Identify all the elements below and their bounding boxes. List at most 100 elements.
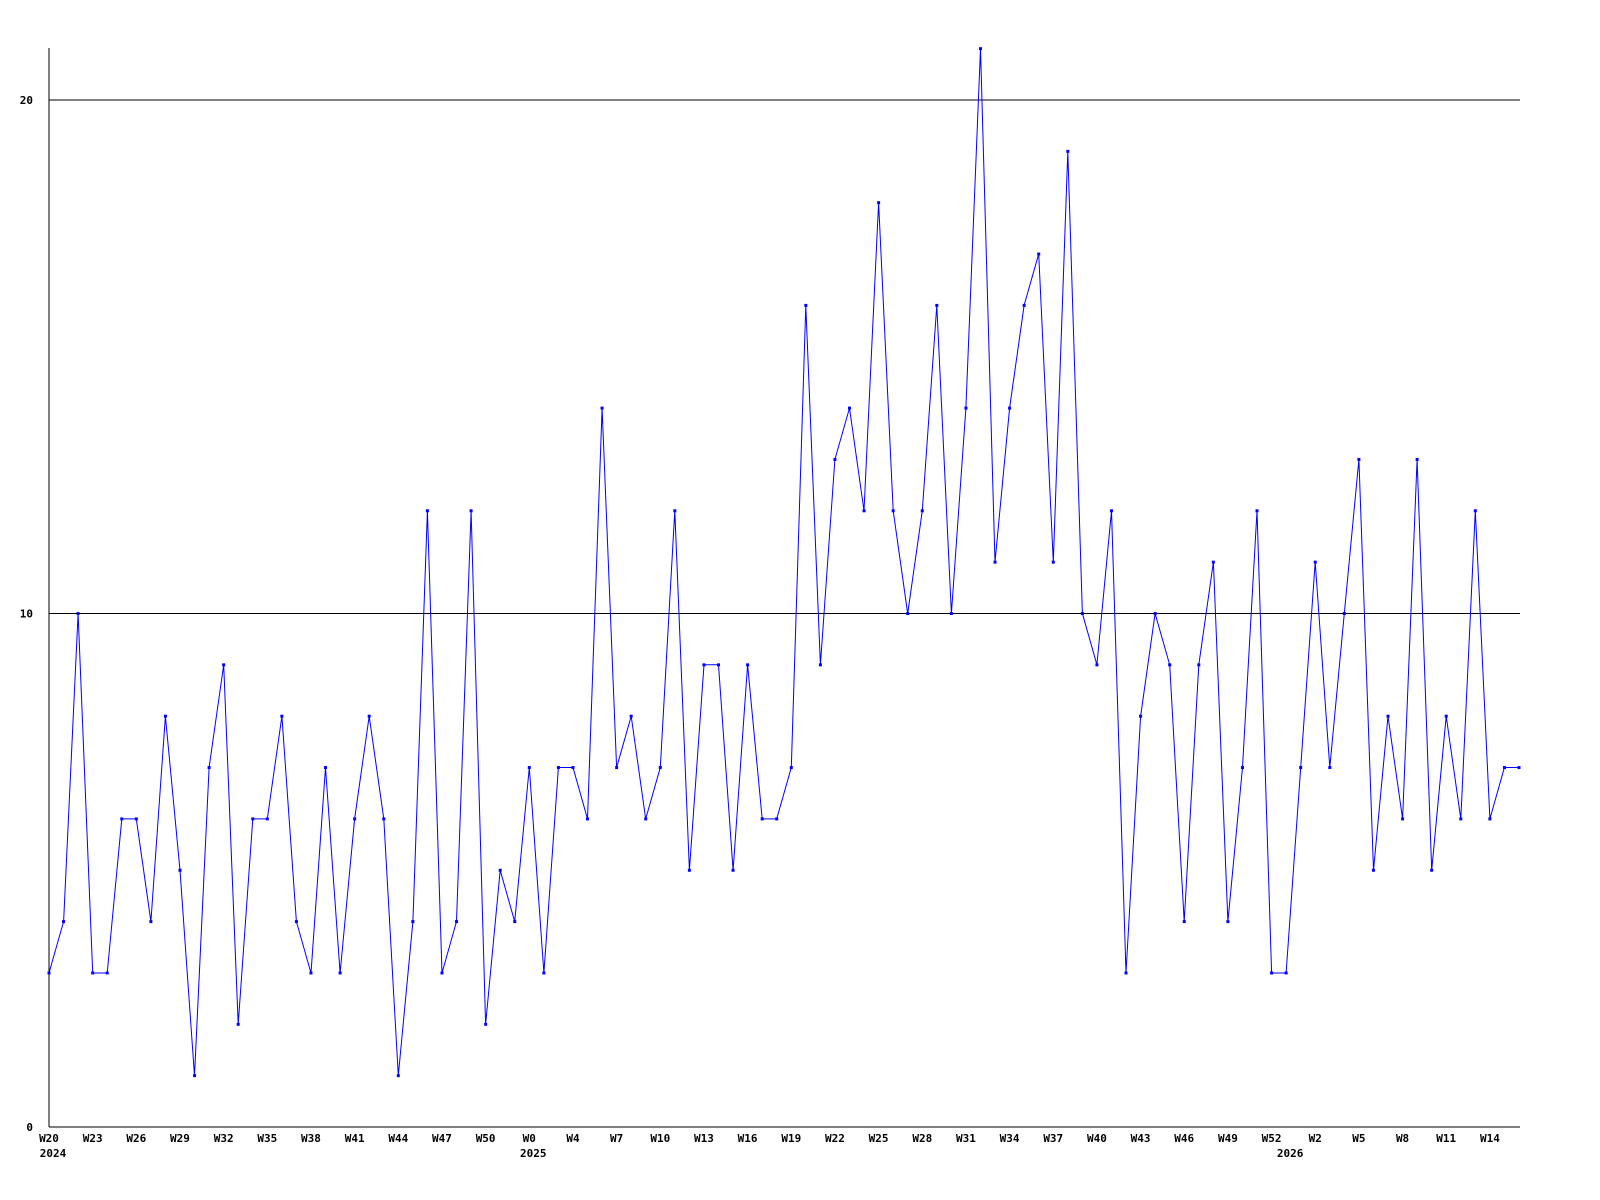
data-point: [62, 920, 66, 924]
data-point: [1444, 714, 1448, 718]
data-point: [484, 1022, 488, 1026]
data-point: [1502, 766, 1506, 770]
data-point: [1022, 303, 1026, 307]
data-point: [120, 817, 124, 821]
data-point: [1459, 817, 1463, 821]
data-point: [1415, 457, 1419, 461]
x-tick-label: W32: [214, 1132, 234, 1145]
y-tick-label: 20: [20, 94, 33, 107]
data-point: [1488, 817, 1492, 821]
data-point: [949, 612, 953, 615]
data-point: [760, 817, 764, 821]
year-label: 2026: [1277, 1147, 1304, 1160]
data-point: [746, 663, 750, 667]
data-point: [178, 868, 182, 872]
x-tick-label: W13: [694, 1132, 714, 1145]
data-point: [324, 766, 328, 770]
data-point: [1109, 509, 1113, 513]
data-point: [571, 766, 575, 770]
data-point: [1284, 971, 1288, 975]
data-point: [1328, 766, 1332, 770]
data-point: [935, 303, 939, 307]
data-point: [1270, 971, 1274, 975]
series-line: [48, 48, 1519, 1076]
x-tick-label: W44: [388, 1132, 408, 1145]
data-point: [338, 971, 342, 975]
data-point: [425, 509, 429, 513]
x-tick-label: W20: [39, 1132, 59, 1145]
data-point: [993, 560, 997, 564]
data-point: [717, 663, 721, 667]
x-tick-label: W14: [1480, 1132, 1500, 1145]
data-point: [1066, 149, 1070, 153]
data-point: [1342, 612, 1346, 615]
data-point: [1240, 766, 1244, 770]
data-point: [222, 663, 226, 667]
x-tick-label: W7: [610, 1132, 623, 1145]
data-point: [833, 457, 837, 461]
x-tick-label: W50: [476, 1132, 496, 1145]
data-point: [804, 303, 808, 307]
data-point: [687, 868, 691, 872]
data-point: [702, 663, 706, 667]
x-tick-label: W47: [432, 1132, 452, 1145]
data-point: [847, 406, 851, 410]
data-point: [556, 766, 560, 770]
data-point: [1197, 663, 1201, 667]
data-point: [251, 817, 255, 821]
data-point: [309, 971, 313, 975]
data-point: [1357, 457, 1361, 461]
data-point: [163, 714, 167, 718]
data-point: [236, 1022, 240, 1026]
data-point: [1080, 612, 1084, 615]
data-point: [1124, 971, 1128, 975]
x-tick-label: W43: [1131, 1132, 1151, 1145]
data-point: [586, 817, 590, 821]
data-point: [891, 509, 895, 513]
data-point: [1255, 509, 1259, 513]
data-point: [193, 1074, 197, 1078]
data-point: [789, 766, 793, 770]
data-point: [134, 817, 138, 821]
x-tick-label: W35: [257, 1132, 277, 1145]
data-point: [105, 971, 109, 975]
data-point: [1386, 714, 1390, 718]
data-point: [1517, 766, 1521, 770]
x-tick-label: W16: [738, 1132, 758, 1145]
data-point: [1371, 868, 1375, 872]
data-point: [658, 766, 662, 770]
y-tick-label: 10: [20, 608, 33, 621]
x-tick-label: W0: [523, 1132, 536, 1145]
x-tick-label: W19: [781, 1132, 801, 1145]
data-point: [1051, 560, 1055, 564]
data-point: [731, 868, 735, 872]
data-point: [600, 406, 604, 410]
data-point: [1211, 560, 1215, 564]
data-point: [265, 817, 269, 821]
data-point: [775, 817, 779, 821]
x-tick-label: W40: [1087, 1132, 1107, 1145]
x-tick-label: W52: [1262, 1132, 1282, 1145]
data-point: [1473, 509, 1477, 513]
x-tick-label: W37: [1043, 1132, 1063, 1145]
data-point: [1430, 868, 1434, 872]
data-point: [920, 509, 924, 513]
data-point: [382, 817, 386, 821]
data-point: [367, 714, 371, 718]
data-point: [1401, 817, 1405, 821]
data-point: [1182, 920, 1186, 924]
data-point: [1153, 612, 1157, 615]
data-point: [644, 817, 648, 821]
x-tick-label: W2: [1309, 1132, 1322, 1145]
data-point: [1226, 920, 1230, 924]
data-point: [207, 766, 211, 770]
data-point: [280, 714, 284, 718]
x-tick-label: W8: [1396, 1132, 1409, 1145]
data-point: [542, 971, 546, 975]
data-point: [978, 47, 982, 51]
data-point: [818, 663, 822, 667]
data-point: [615, 766, 619, 770]
data-point: [513, 920, 517, 924]
x-tick-label: W5: [1352, 1132, 1365, 1145]
data-point: [1095, 663, 1099, 667]
